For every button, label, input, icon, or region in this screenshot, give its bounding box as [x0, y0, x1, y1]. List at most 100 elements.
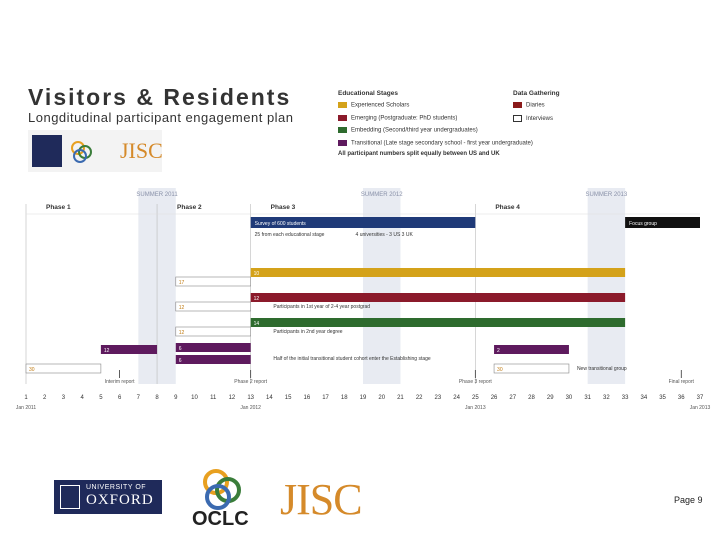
month-tick: 3 — [62, 395, 66, 401]
month-tick: 16 — [303, 395, 310, 401]
month-tick: 15 — [285, 395, 292, 401]
month-tick: 37 — [697, 395, 704, 401]
month-tick: 11 — [210, 395, 217, 401]
stage-bar — [250, 293, 626, 302]
legend-stage-item: Transitional (Late stage secondary schoo… — [338, 139, 533, 146]
month-tick: 26 — [491, 395, 498, 401]
stage-bar — [250, 318, 626, 327]
jisc-logo: JISC — [280, 475, 363, 524]
page-subtitle: Longditudinal participant engagement pla… — [28, 110, 294, 125]
date-label: Jan 2013 — [465, 405, 486, 411]
month-tick: 9 — [174, 395, 178, 401]
month-tick: 21 — [397, 395, 404, 401]
oclc-text: OCLC — [192, 508, 249, 530]
bar-count: 10 — [254, 271, 260, 277]
top-box — [250, 217, 476, 228]
top-box — [625, 217, 700, 228]
report-label: Phase 2 report — [234, 379, 267, 385]
month-tick: 34 — [640, 395, 647, 401]
interview-box — [175, 276, 251, 287]
summer-label: SUMMER 2012 — [361, 192, 403, 198]
top-note: 4 universities - 3 US 3 UK — [356, 232, 414, 238]
top-note: 25 from each educational stage — [255, 232, 325, 238]
legend-stages-heading: Educational Stages — [338, 90, 398, 97]
month-tick: 28 — [528, 395, 535, 401]
legend-gathering-heading: Data Gathering — [513, 90, 560, 97]
annotation: New transitional group — [577, 366, 627, 372]
stage-bar — [100, 345, 158, 354]
summer-label: SUMMER 2013 — [586, 192, 628, 198]
month-tick: 33 — [622, 395, 629, 401]
bar-count: 12 — [254, 296, 260, 302]
phase-label: Phase 4 — [495, 204, 520, 211]
interview-box — [493, 363, 570, 374]
bar-count: 14 — [254, 321, 260, 327]
legend-gathering-item: Interviews — [513, 114, 603, 122]
month-tick: 20 — [378, 395, 385, 401]
page-number: Page 9 — [674, 495, 703, 505]
stage-bar — [175, 343, 251, 352]
report-label: Phase 3 report — [459, 379, 492, 385]
oclc-logo: OCLC — [188, 468, 260, 530]
month-tick: 22 — [416, 395, 423, 401]
header-logos: JISC — [28, 130, 163, 172]
interview-box — [175, 301, 251, 312]
month-tick: 18 — [341, 395, 348, 401]
interview-count: 30 — [497, 367, 503, 373]
report-label: Final report — [669, 379, 695, 385]
interview-box — [25, 363, 102, 374]
month-tick: 13 — [247, 395, 254, 401]
month-tick: 8 — [155, 395, 159, 401]
summer-band — [587, 188, 626, 384]
bar-count: 12 — [104, 348, 110, 354]
oxford-line2: OXFORD — [86, 492, 154, 508]
month-tick: 10 — [191, 395, 198, 401]
phase-label: Phase 3 — [271, 204, 296, 211]
phase-label: Phase 1 — [46, 204, 71, 211]
report-label: Interim report — [105, 379, 135, 385]
summer-label: SUMMER 2011 — [136, 192, 178, 198]
month-tick: 23 — [435, 395, 442, 401]
annotation: Half of the initial transitional student… — [273, 356, 431, 362]
page-title: Visitors & Residents — [28, 84, 292, 110]
month-tick: 14 — [266, 395, 273, 401]
month-tick: 17 — [322, 395, 329, 401]
month-tick: 1 — [24, 395, 28, 401]
top-box-label: Survey of 600 students — [255, 221, 307, 227]
oclc-rings-icon — [203, 469, 241, 510]
oxford-crest-icon — [32, 135, 62, 167]
date-label: Jan 2011 — [16, 405, 36, 411]
month-tick: 12 — [229, 395, 236, 401]
month-tick: 29 — [547, 395, 554, 401]
stage-bar — [494, 345, 569, 354]
month-tick: 27 — [509, 395, 516, 401]
legend-note: All participant numbers split equally be… — [338, 151, 500, 158]
interview-count: 17 — [179, 280, 185, 286]
month-tick: 7 — [137, 395, 141, 401]
date-label: Jan 2012 — [240, 405, 261, 411]
jisc-small-logo: JISC — [120, 138, 163, 163]
interview-box — [175, 326, 251, 337]
bar-count: 6 — [179, 346, 182, 352]
month-tick: 2 — [43, 395, 47, 401]
stage-bar — [175, 355, 251, 364]
month-tick: 30 — [566, 395, 573, 401]
legend-stages: Educational Stages Experienced Scholars … — [338, 90, 533, 158]
legend-stage-item: Embedding (Second/third year undergradua… — [338, 127, 528, 134]
month-tick: 25 — [472, 395, 479, 401]
oclc-rings-icon — [71, 141, 85, 155]
annotation: Participants in 1st year of 2-4 year pos… — [273, 304, 370, 310]
month-tick: 32 — [603, 395, 610, 401]
oxford-crest-icon — [60, 485, 80, 509]
month-tick: 4 — [80, 395, 84, 401]
stage-bar — [250, 268, 626, 277]
month-tick: 36 — [678, 395, 685, 401]
annotation: Participants in 2nd year degree — [273, 329, 342, 335]
date-label: Jan 2013 — [690, 405, 711, 411]
month-tick: 24 — [453, 395, 460, 401]
oxford-logo: UNIVERSITY OF OXFORD — [54, 480, 162, 514]
interview-count: 12 — [179, 330, 185, 336]
legend-gathering-item: Diaries — [513, 102, 603, 109]
legend-stage-item: Emerging (Postgraduate: PhD students) — [338, 114, 528, 121]
